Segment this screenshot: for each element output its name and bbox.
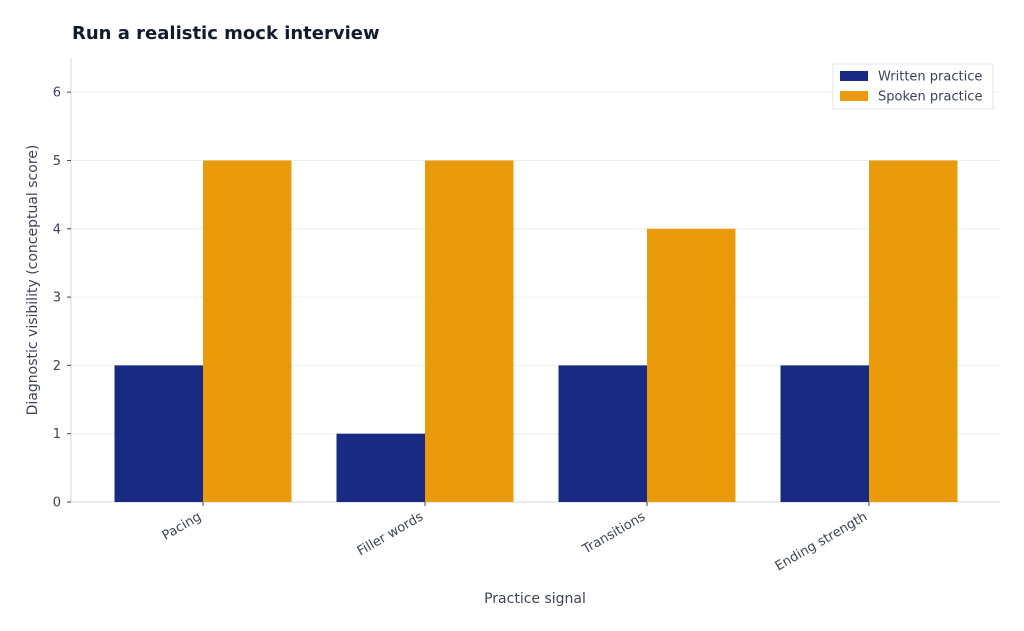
bar-spoken-transitions	[647, 228, 736, 502]
x-tick-label: Filler words	[355, 509, 426, 559]
legend-frame	[832, 63, 994, 110]
bars	[114, 160, 958, 502]
legend-swatch	[840, 91, 868, 101]
y-tick-label: 6	[53, 86, 61, 101]
y-tick-label: 1	[53, 427, 61, 442]
y-axis-ticks: 0 1 2 3 4 5 6	[53, 86, 71, 511]
x-axis-label: Practice signal	[484, 591, 586, 607]
y-tick-label: 0	[53, 496, 61, 511]
legend-label: Written practice	[878, 70, 982, 85]
x-tick-label: Pacing	[160, 509, 204, 543]
legend: Written practice Spoken practice	[832, 63, 994, 110]
bar-written-pacing	[114, 365, 203, 502]
chart-title: Run a realistic mock interview	[72, 23, 380, 44]
y-axis-label: Diagnostic visibility (conceptual score)	[25, 145, 41, 416]
bar-spoken-filler-words	[425, 160, 514, 502]
x-tick-label: Ending strength	[773, 509, 870, 574]
y-tick-label: 5	[53, 154, 61, 169]
y-tick-label: 3	[53, 291, 61, 306]
legend-label: Spoken practice	[878, 90, 982, 105]
bar-written-transitions	[558, 365, 647, 502]
x-axis-ticks: Pacing Filler words Transitions Ending stre…	[160, 502, 870, 574]
bar-spoken-ending-strength	[869, 160, 958, 502]
bar-written-filler-words	[336, 433, 425, 502]
x-tick-label: Transitions	[579, 509, 648, 557]
bar-written-ending-strength	[780, 365, 869, 502]
bar-spoken-pacing	[203, 160, 292, 502]
legend-swatch	[840, 71, 868, 81]
y-tick-label: 2	[53, 359, 61, 374]
y-tick-label: 4	[53, 222, 61, 237]
